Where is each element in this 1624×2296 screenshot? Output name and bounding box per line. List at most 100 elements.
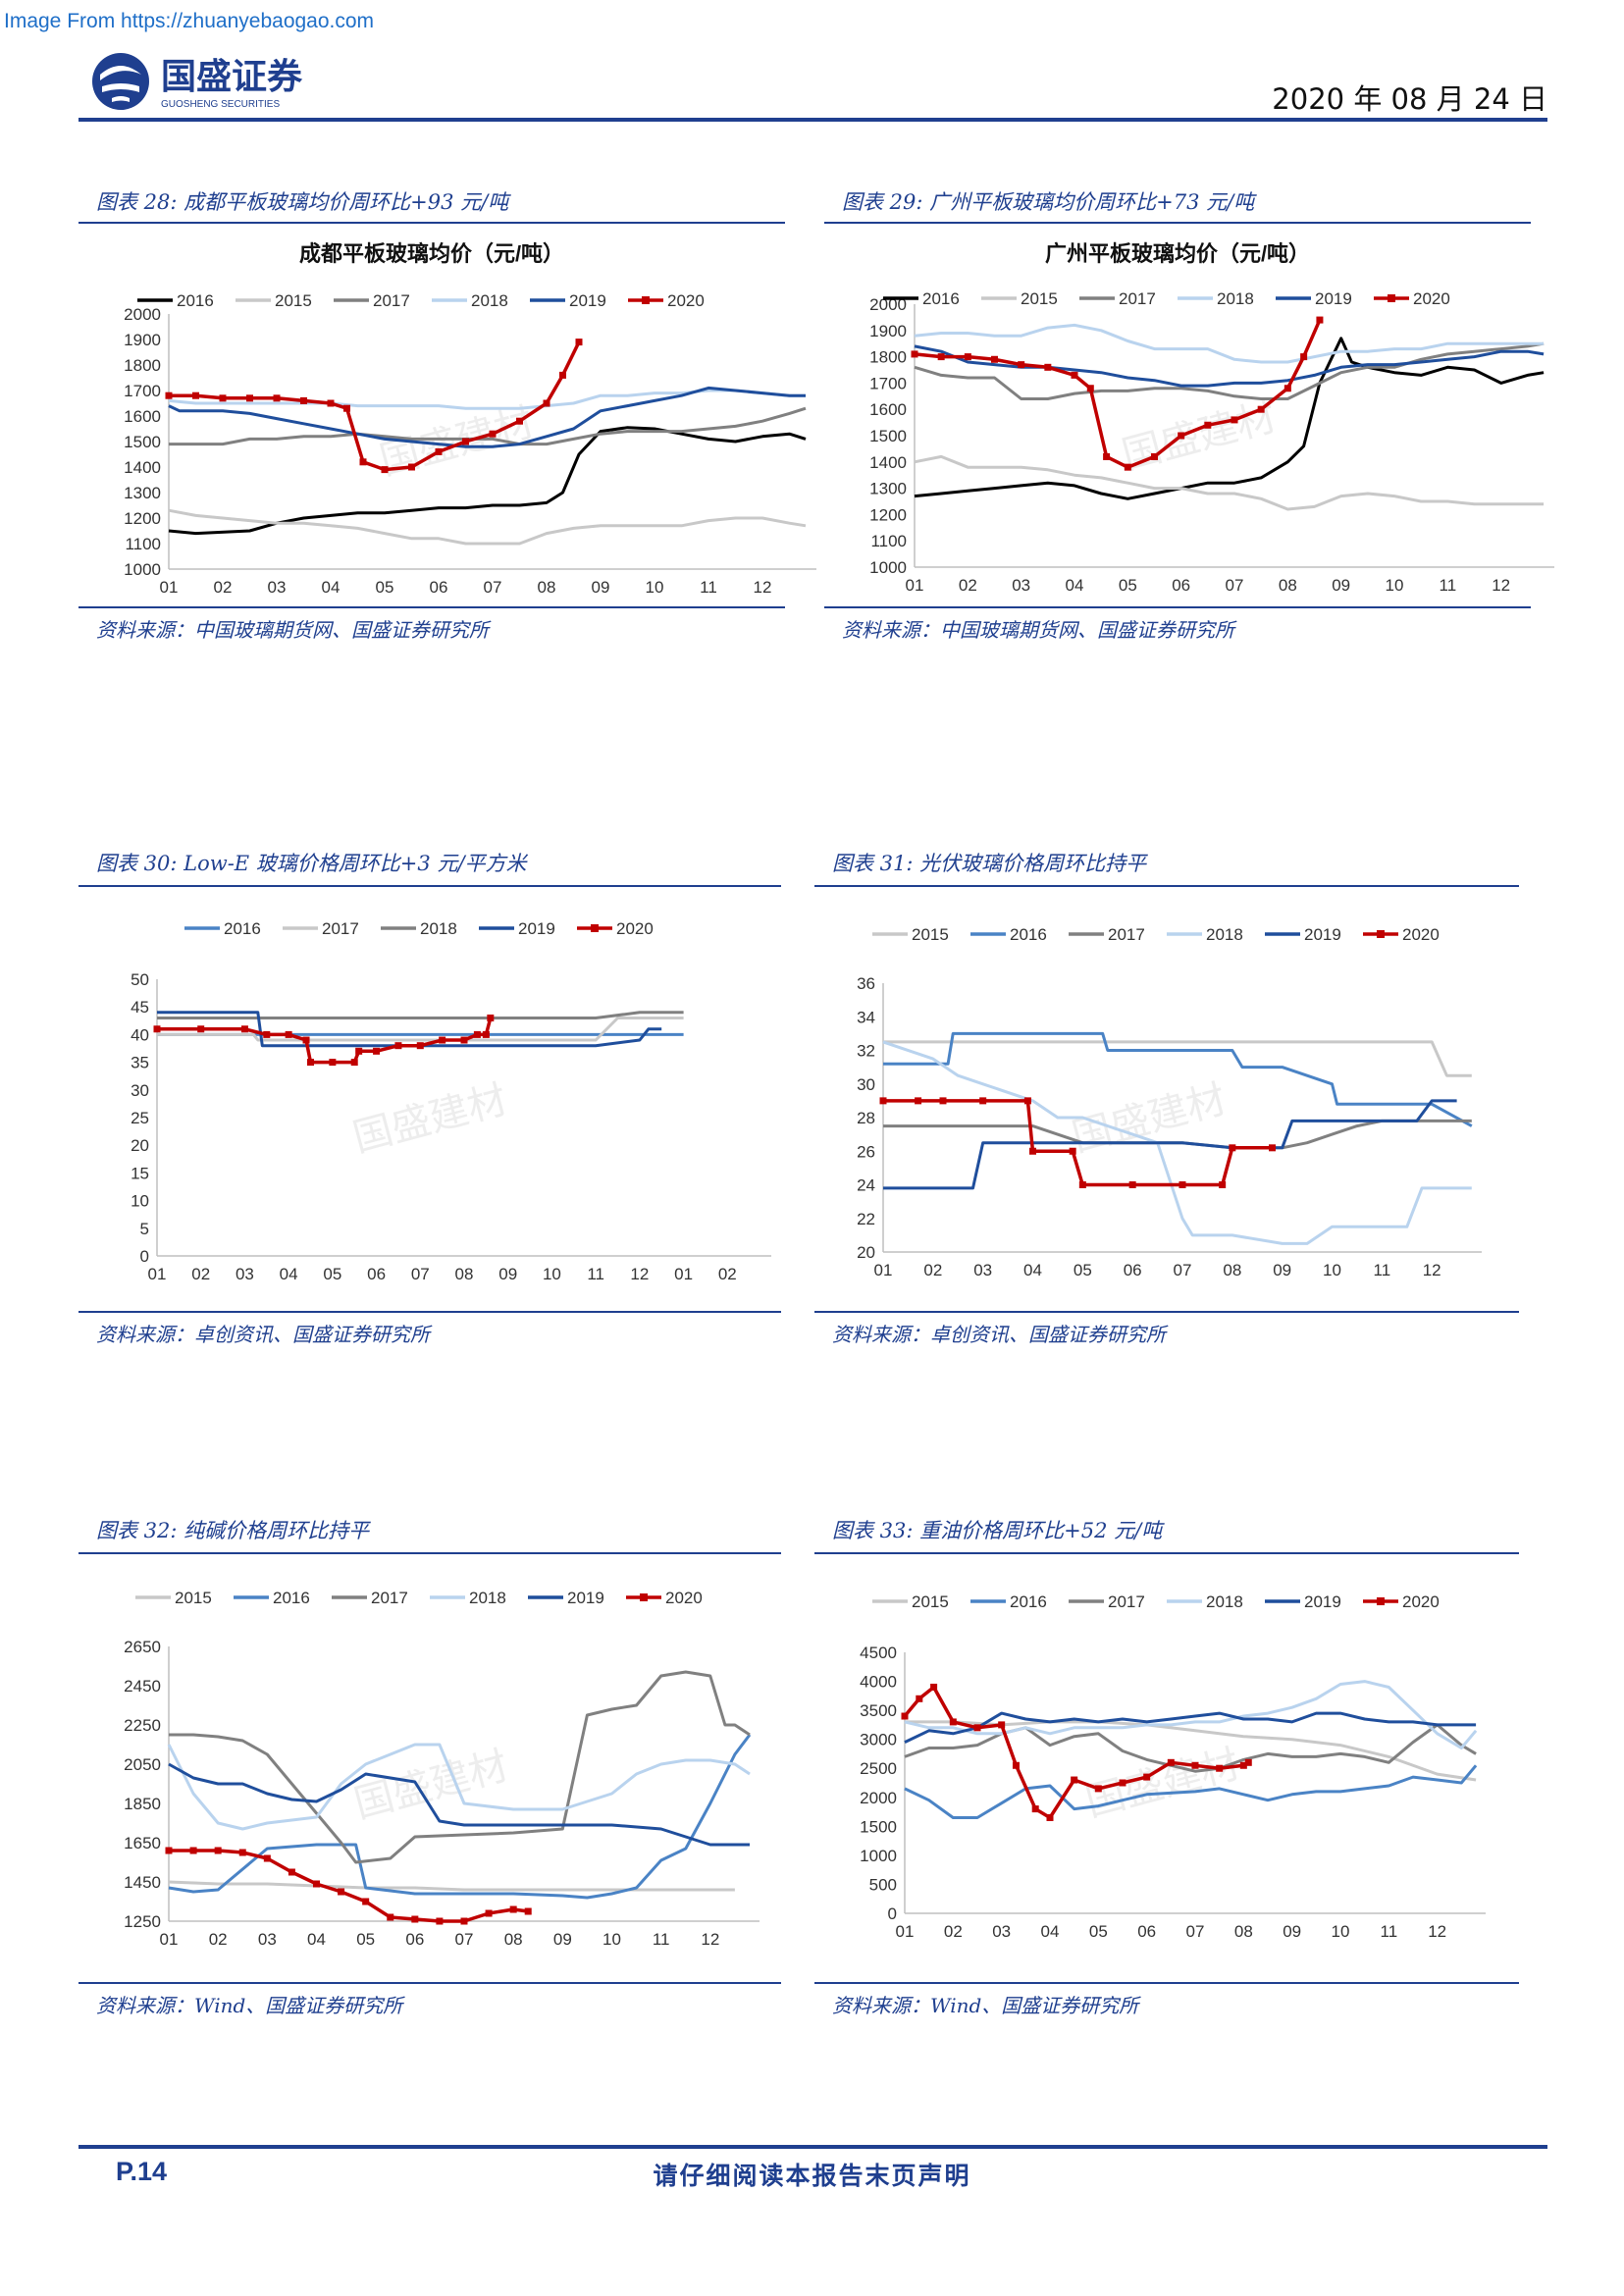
x-tick-label: 06: [430, 578, 448, 597]
series-line-2016: [883, 1031, 1473, 1127]
data-point-2020: [288, 1868, 295, 1876]
x-tick-label: 07: [1226, 576, 1244, 595]
chart-heavy-oil: 国盛建材 0 500 1000 1500 2000 2500 3000 3500 4000 4500…: [860, 1592, 1486, 1941]
data-point-2020: [1300, 353, 1308, 361]
y-tick-label: 2650: [124, 1638, 161, 1656]
x-tick-label: 07: [411, 1265, 430, 1283]
data-point-2020: [901, 1712, 909, 1720]
data-point-2020: [329, 1059, 337, 1067]
svg-text:2015: 2015: [912, 925, 949, 944]
y-tick-label: 4500: [860, 1644, 897, 1662]
data-point-2020: [489, 430, 497, 438]
x-tick-label: 10: [1323, 1261, 1341, 1279]
x-tick-label: 02: [718, 1265, 737, 1283]
legend-item-2020: 2020: [1363, 1592, 1440, 1611]
data-point-2020: [263, 1854, 271, 1862]
data-point-2020: [416, 1042, 424, 1050]
figure-31-source: 资料来源：卓创资讯、国盛证券研究所: [832, 1323, 1166, 1346]
data-point-2020: [1044, 363, 1052, 371]
chart-watermark: 国盛建材: [1081, 1743, 1244, 1825]
data-point-2020: [915, 1097, 922, 1105]
data-point-2020: [165, 1847, 173, 1854]
data-point-2020: [937, 353, 945, 361]
legend-item-2019: 2019: [1265, 1592, 1341, 1611]
x-tick-label: 06: [1137, 1922, 1156, 1941]
svg-text:2017: 2017: [1108, 925, 1145, 944]
chart-watermark: 国盛建材: [348, 1078, 511, 1161]
y-tick-label: 1200: [124, 509, 161, 528]
data-point-2020: [964, 353, 971, 361]
logo-emblem-icon: [92, 53, 149, 110]
data-point-2020: [1078, 1181, 1086, 1188]
legend-item-2016: 2016: [970, 925, 1047, 944]
data-point-2020: [460, 1917, 468, 1925]
y-tick-label: 1900: [869, 322, 907, 340]
legend-item-2018: 2018: [432, 291, 508, 310]
data-point-2020: [1219, 1181, 1227, 1188]
legend-item-2017: 2017: [1079, 289, 1156, 308]
svg-text:2020: 2020: [1402, 1592, 1440, 1611]
x-tick-label: 01: [906, 576, 924, 595]
header-divider: [79, 118, 1547, 122]
x-tick-label: 01: [874, 1261, 893, 1279]
site-watermark: Image From https://zhuanyebaogao.com: [4, 10, 375, 32]
chart-soda-ash: 国盛建材 1250 1450 1650 1850 2050 2250 2450 2650 01 02…: [124, 1589, 760, 1949]
x-tick-label: 10: [1386, 576, 1404, 595]
data-point-2020: [543, 399, 550, 407]
data-point-2020: [1124, 463, 1131, 471]
y-tick-label: 1000: [860, 1847, 897, 1865]
y-tick-label: 1900: [124, 331, 161, 349]
svg-text:2020: 2020: [616, 919, 654, 938]
figure-29-caption: 图表 29: 广州平板玻璃均价周环比+73 元/吨: [842, 190, 1255, 214]
legend-item-2020: 2020: [628, 291, 705, 310]
series-line-2017: [914, 341, 1545, 400]
legend-item-2015: 2015: [135, 1589, 212, 1607]
legend-item-2017: 2017: [1069, 1592, 1145, 1611]
figure-28-caption: 图表 28: 成都平板玻璃均价周环比+93 元/吨: [96, 190, 509, 214]
series-line-2017: [169, 406, 807, 446]
data-point-2020: [460, 1036, 468, 1044]
y-tick-label: 30: [857, 1075, 875, 1094]
svg-text:2017: 2017: [322, 919, 359, 938]
y-tick-label: 1450: [124, 1873, 161, 1892]
data-point-2020: [916, 1695, 923, 1702]
x-tick-label: 01: [160, 578, 179, 597]
svg-text:2015: 2015: [275, 291, 312, 310]
x-tick-label: 08: [504, 1930, 523, 1949]
y-tick-label: 28: [857, 1109, 875, 1127]
x-tick-label: 06: [1172, 576, 1190, 595]
x-tick-label: 01: [674, 1265, 693, 1283]
data-point-2020: [1119, 1779, 1126, 1787]
svg-text:2018: 2018: [471, 291, 508, 310]
data-point-2020: [930, 1683, 938, 1691]
svg-text:2020: 2020: [665, 1589, 703, 1607]
report-date: 2020 年 08 月 24 日: [1272, 82, 1547, 116]
figure-31-bottom-rule: [814, 1311, 1519, 1313]
data-point-2020: [189, 1847, 197, 1854]
x-tick-label: 07: [1174, 1261, 1192, 1279]
x-tick-label: 02: [959, 576, 977, 595]
data-point-2020: [338, 1888, 345, 1896]
data-point-2020: [394, 1042, 402, 1050]
x-tick-label: 08: [1234, 1922, 1253, 1941]
svg-text:2020: 2020: [1413, 289, 1450, 308]
y-tick-label: 1800: [124, 356, 161, 375]
y-tick-label: 25: [131, 1109, 149, 1127]
data-point-2020: [197, 1025, 205, 1033]
data-point-2020: [559, 371, 566, 379]
y-tick-label: 35: [131, 1054, 149, 1072]
y-tick-label: 1100: [125, 535, 161, 553]
y-tick-label: 22: [857, 1210, 875, 1228]
y-tick-label: 0: [888, 1905, 897, 1923]
data-point-2020: [355, 1047, 363, 1055]
svg-text:2016: 2016: [1010, 925, 1047, 944]
svg-text:2019: 2019: [567, 1589, 604, 1607]
y-tick-label: 1400: [124, 458, 161, 477]
x-tick-label: 08: [538, 578, 556, 597]
figure-30-caption: 图表 30: Low-E 玻璃价格周环比+3 元/平方米: [96, 852, 527, 875]
data-point-2020: [246, 394, 253, 402]
legend-item-2016: 2016: [970, 1592, 1047, 1611]
data-point-2020: [1128, 1181, 1136, 1188]
data-point-2020: [1167, 1758, 1175, 1766]
y-tick-label: 1700: [869, 374, 907, 392]
